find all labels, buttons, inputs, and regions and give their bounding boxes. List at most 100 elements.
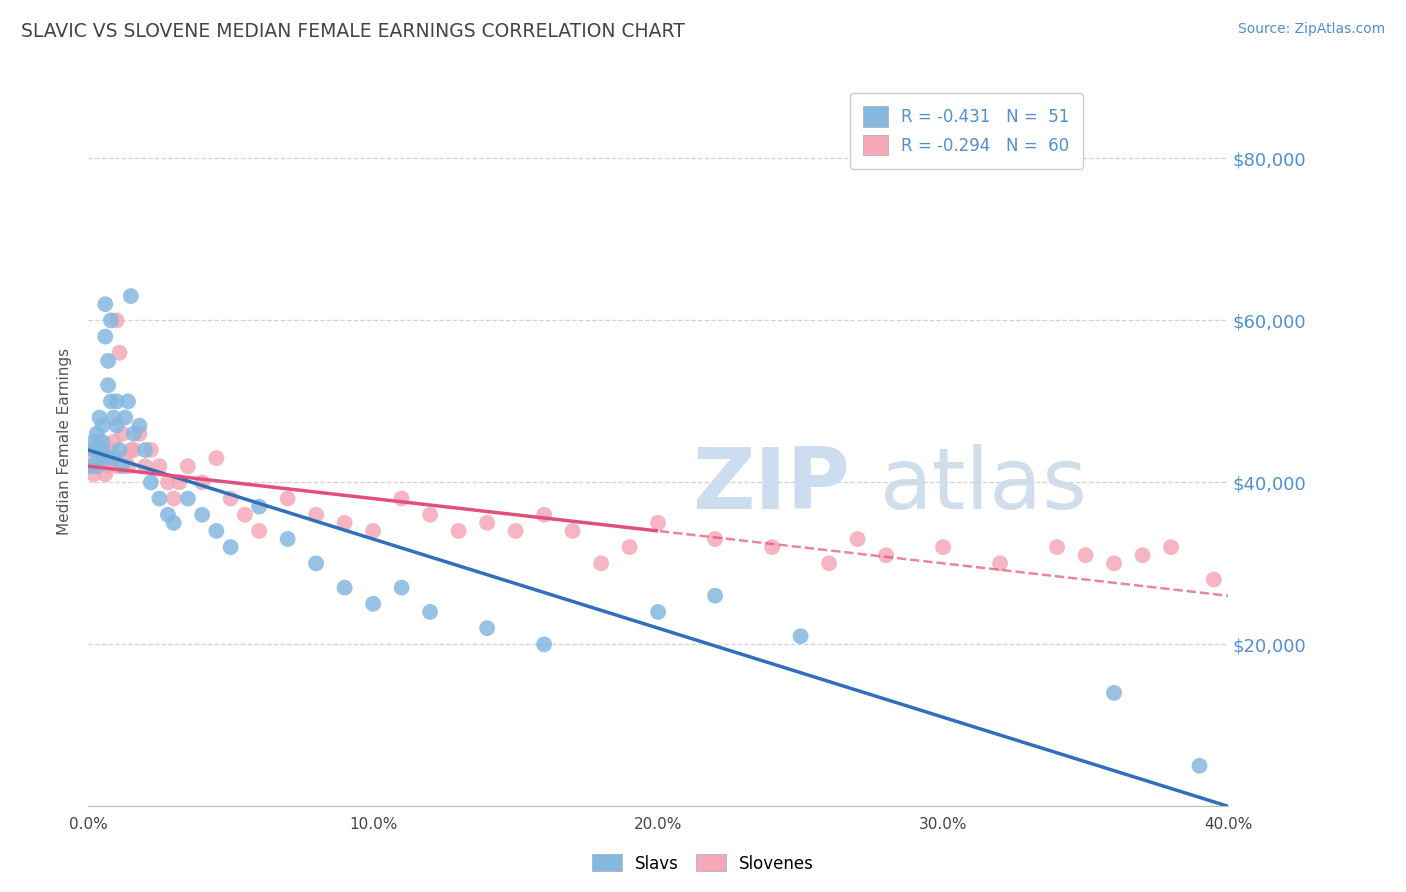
Point <box>361 597 384 611</box>
Point <box>561 524 583 538</box>
Point <box>932 540 955 554</box>
Point <box>205 524 228 538</box>
Point <box>97 459 120 474</box>
Point <box>139 442 162 457</box>
Legend: R = -0.431   N =  51, R = -0.294   N =  60: R = -0.431 N = 51, R = -0.294 N = 60 <box>849 93 1083 169</box>
Point <box>818 557 841 571</box>
Point <box>80 451 103 466</box>
Point <box>177 459 200 474</box>
Point <box>94 297 117 311</box>
Point <box>91 434 114 449</box>
Point <box>117 459 139 474</box>
Point <box>1160 540 1182 554</box>
Point <box>191 508 214 522</box>
Text: SLAVIC VS SLOVENE MEDIAN FEMALE EARNINGS CORRELATION CHART: SLAVIC VS SLOVENE MEDIAN FEMALE EARNINGS… <box>21 22 685 41</box>
Point <box>80 459 103 474</box>
Point <box>1102 557 1125 571</box>
Y-axis label: Median Female Earnings: Median Female Earnings <box>58 348 72 535</box>
Point <box>97 378 120 392</box>
Point <box>233 508 256 522</box>
Point <box>105 394 128 409</box>
Point <box>89 451 111 466</box>
Point <box>94 467 117 482</box>
Point <box>94 451 117 466</box>
Point <box>89 410 111 425</box>
Point <box>177 491 200 506</box>
Point <box>1132 548 1154 562</box>
Point <box>761 540 783 554</box>
Point <box>505 524 527 538</box>
Point <box>122 442 145 457</box>
Point <box>83 442 105 457</box>
Point <box>1046 540 1069 554</box>
Point <box>94 329 117 343</box>
Point <box>475 621 498 635</box>
Point <box>391 491 413 506</box>
Legend: Slavs, Slovenes: Slavs, Slovenes <box>585 847 821 880</box>
Point <box>108 442 131 457</box>
Point <box>117 394 139 409</box>
Point <box>108 345 131 359</box>
Point <box>447 524 470 538</box>
Point <box>100 394 122 409</box>
Point <box>277 532 299 546</box>
Point <box>114 410 136 425</box>
Point <box>105 418 128 433</box>
Point <box>83 434 105 449</box>
Point <box>247 524 270 538</box>
Point <box>122 426 145 441</box>
Point <box>111 426 134 441</box>
Point <box>91 442 114 457</box>
Point <box>619 540 641 554</box>
Point <box>419 605 441 619</box>
Point <box>89 434 111 449</box>
Point <box>111 459 134 474</box>
Point <box>120 289 142 303</box>
Point <box>163 491 186 506</box>
Point <box>1074 548 1097 562</box>
Point <box>148 491 170 506</box>
Point <box>103 451 125 466</box>
Point <box>305 508 328 522</box>
Point <box>205 451 228 466</box>
Point <box>704 589 727 603</box>
Point <box>100 313 122 327</box>
Point <box>128 426 150 441</box>
Point <box>103 410 125 425</box>
Point <box>86 442 108 457</box>
Point <box>1202 573 1225 587</box>
Point <box>277 491 299 506</box>
Point <box>333 581 356 595</box>
Point <box>169 475 191 490</box>
Point <box>191 475 214 490</box>
Point <box>86 426 108 441</box>
Point <box>139 475 162 490</box>
Point <box>475 516 498 530</box>
Point <box>86 459 108 474</box>
Point <box>533 508 555 522</box>
Point <box>105 459 128 474</box>
Point <box>156 508 179 522</box>
Point <box>875 548 897 562</box>
Text: atlas: atlas <box>880 444 1088 527</box>
Point <box>846 532 869 546</box>
Point <box>1102 686 1125 700</box>
Point <box>91 451 114 466</box>
Point <box>100 451 122 466</box>
Point <box>156 475 179 490</box>
Point <box>647 516 669 530</box>
Point <box>91 442 114 457</box>
Point <box>128 418 150 433</box>
Point <box>247 500 270 514</box>
Point <box>163 516 186 530</box>
Point <box>91 418 114 433</box>
Point <box>988 557 1011 571</box>
Point <box>704 532 727 546</box>
Point <box>333 516 356 530</box>
Point <box>219 540 242 554</box>
Point <box>100 442 122 457</box>
Point <box>1188 759 1211 773</box>
Point <box>114 451 136 466</box>
Point <box>105 313 128 327</box>
Point <box>134 442 156 457</box>
